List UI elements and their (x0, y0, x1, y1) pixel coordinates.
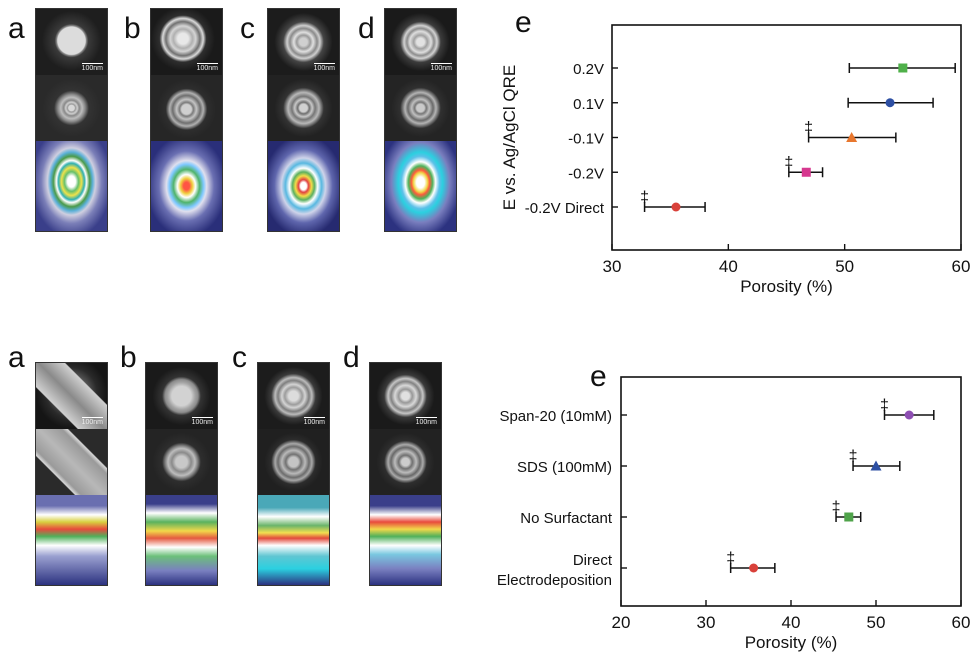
x-tick-label: 40 (782, 613, 801, 632)
surface-3d-image (36, 495, 107, 585)
significance-marker: ‡ (832, 499, 841, 516)
scale-bar: 100nm (191, 419, 213, 426)
micrograph-column-b-bottom: 100nm (145, 362, 218, 586)
data-point (870, 460, 882, 471)
micrograph-column-a-bottom: 100nm (35, 362, 108, 586)
data-point (844, 512, 854, 522)
sem-image: 100nm (268, 9, 339, 75)
significance-marker: ‡ (640, 189, 649, 206)
y-category-label: -0.2V (568, 165, 604, 182)
data-point (885, 98, 895, 108)
scale-bar: 100nm (81, 419, 103, 426)
surface-3d-image (146, 495, 217, 585)
x-tick-label: 50 (867, 613, 886, 632)
surface-3d-image (151, 141, 222, 231)
y-axis-label: E vs. Ag/AgCl QRE (500, 65, 519, 211)
chart-letter-e-bottom: e (590, 360, 607, 393)
micrograph-column-d-top: 100nm (384, 8, 457, 232)
surface-3d-image (36, 141, 107, 231)
sem-image: 100nm (370, 363, 441, 429)
y-category-label: Span-20 (10mM) (499, 408, 612, 425)
sem-image: 100nm (146, 363, 217, 429)
micrograph-column-c-bottom: 100nm (257, 362, 330, 586)
micrograph-column-b-top: 100nm (150, 8, 223, 232)
data-point (671, 202, 681, 212)
panel-letter-c-bottom: c (232, 341, 247, 374)
edge-image (268, 75, 339, 141)
micrograph-column-d-bottom: 100nm (369, 362, 442, 586)
x-axis-label: Porosity (%) (745, 633, 838, 652)
scale-bar: 100nm (81, 65, 103, 72)
significance-marker: ‡ (804, 120, 813, 137)
scale-bar: 100nm (313, 65, 335, 72)
significance-marker: ‡ (784, 154, 793, 171)
x-tick-label: 20 (612, 613, 631, 632)
surface-3d-image (385, 141, 456, 231)
panel-letter-d-top: d (358, 12, 375, 45)
micrograph-column-a-top: 100nm (35, 8, 108, 232)
x-tick-label: 30 (697, 613, 716, 632)
x-tick-label: 60 (952, 613, 971, 632)
scale-bar: 100nm (415, 419, 437, 426)
panel-letter-a-bottom: a (8, 341, 25, 374)
sem-image: 100nm (36, 9, 107, 75)
data-point (801, 167, 811, 177)
edge-image (146, 429, 217, 495)
surface-3d-image (258, 495, 329, 585)
sem-image: 100nm (258, 363, 329, 429)
data-point (846, 132, 858, 142)
edge-image (370, 429, 441, 495)
edge-image (258, 429, 329, 495)
y-category-label: No Surfactant (520, 510, 613, 527)
y-category-label: 0.2V (573, 61, 604, 78)
y-category-label: -0.1V (568, 131, 604, 148)
y-category-label: Direct Electrodeposition (497, 552, 613, 589)
plot-frame (620, 376, 962, 607)
sem-image: 100nm (36, 363, 107, 429)
significance-marker: ‡ (849, 448, 858, 465)
edge-image (385, 75, 456, 141)
panel-letter-d-bottom: d (343, 341, 360, 374)
micrograph-column-c-top: 100nm (267, 8, 340, 232)
data-point (904, 410, 914, 420)
x-tick-label: 30 (603, 257, 622, 276)
edge-image (36, 75, 107, 141)
edge-image (151, 75, 222, 141)
x-tick-label: 50 (835, 257, 854, 276)
data-point (749, 563, 759, 573)
y-category-label: SDS (100mM) (517, 459, 612, 476)
significance-marker: ‡ (880, 397, 889, 414)
panel-letter-b-bottom: b (120, 341, 137, 374)
edge-image (36, 429, 107, 495)
significance-marker: ‡ (726, 550, 735, 567)
plot-frame (611, 24, 962, 251)
surface-3d-image (268, 141, 339, 231)
panel-letter-b-top: b (124, 12, 141, 45)
x-axis-label: Porosity (%) (740, 277, 833, 296)
sem-image: 100nm (151, 9, 222, 75)
chart-letter-e-top: e (515, 6, 532, 39)
scale-bar: 100nm (430, 65, 452, 72)
panel-letter-a-top: a (8, 12, 25, 45)
y-category-label: 0.1V (573, 96, 604, 113)
scale-bar: 100nm (303, 419, 325, 426)
data-point (898, 63, 908, 73)
panel-letter-c-top: c (240, 12, 255, 45)
surface-3d-image (370, 495, 441, 585)
scale-bar: 100nm (196, 65, 218, 72)
x-tick-label: 60 (952, 257, 971, 276)
sem-image: 100nm (385, 9, 456, 75)
x-tick-label: 40 (719, 257, 738, 276)
y-category-label: -0.2V Direct (525, 200, 605, 217)
